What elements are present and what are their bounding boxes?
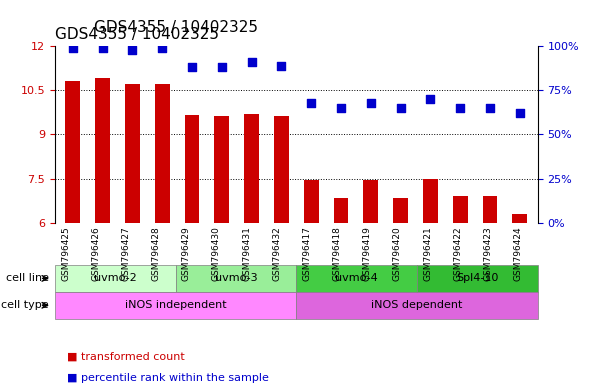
Point	[425, 96, 435, 102]
Point	[277, 63, 287, 69]
Text: uvmo-3: uvmo-3	[214, 273, 257, 283]
Point	[158, 45, 167, 51]
Text: ■ transformed count: ■ transformed count	[67, 352, 185, 362]
Bar	[334, 198, 348, 223]
Text: GSM796422: GSM796422	[453, 227, 463, 281]
Bar	[244, 114, 259, 223]
Text: GDS4355 / 10402325: GDS4355 / 10402325	[55, 27, 219, 42]
Text: GSM796429: GSM796429	[181, 227, 191, 281]
Bar	[95, 78, 110, 223]
Text: cell line: cell line	[6, 273, 49, 283]
Bar	[65, 81, 80, 223]
Text: iNOS dependent: iNOS dependent	[371, 300, 463, 310]
Point	[247, 59, 257, 65]
Bar	[125, 84, 140, 223]
Bar	[453, 196, 467, 223]
Text: GSM796425: GSM796425	[61, 227, 70, 281]
Point	[128, 46, 137, 53]
Point	[217, 64, 227, 70]
Point	[455, 105, 465, 111]
Text: GSM796420: GSM796420	[393, 227, 402, 281]
Text: GSM796431: GSM796431	[242, 227, 251, 281]
Point	[306, 99, 316, 106]
Bar	[155, 84, 170, 223]
Text: cell type: cell type	[1, 300, 49, 310]
Bar	[513, 214, 527, 223]
Text: GSM796423: GSM796423	[483, 227, 492, 281]
Text: GSM796419: GSM796419	[363, 227, 371, 281]
Bar	[304, 180, 319, 223]
Bar	[483, 196, 497, 223]
Point	[515, 110, 525, 116]
Text: uvmo-4: uvmo-4	[335, 273, 378, 283]
Text: GSM796426: GSM796426	[91, 227, 100, 281]
Point	[336, 105, 346, 111]
Bar	[423, 179, 438, 223]
Point	[187, 64, 197, 70]
Text: Spl4-10: Spl4-10	[456, 273, 499, 283]
Text: GDS4355 / 10402325: GDS4355 / 10402325	[93, 20, 258, 35]
Bar	[274, 116, 289, 223]
Point	[366, 99, 376, 106]
Text: ■ percentile rank within the sample: ■ percentile rank within the sample	[67, 373, 269, 383]
Bar	[185, 115, 200, 223]
Bar	[393, 198, 408, 223]
Text: GSM796418: GSM796418	[332, 227, 342, 281]
Point	[98, 45, 108, 51]
Point	[485, 105, 495, 111]
Text: GSM796427: GSM796427	[122, 227, 130, 281]
Text: GSM796428: GSM796428	[152, 227, 161, 281]
Bar	[364, 180, 378, 223]
Text: GSM796421: GSM796421	[423, 227, 432, 281]
Bar	[214, 116, 229, 223]
Point	[68, 45, 78, 51]
Text: GSM796432: GSM796432	[273, 227, 281, 281]
Text: uvmo-2: uvmo-2	[94, 273, 137, 283]
Text: iNOS independent: iNOS independent	[125, 300, 227, 310]
Text: GSM796430: GSM796430	[212, 227, 221, 281]
Text: GSM796424: GSM796424	[514, 227, 522, 281]
Text: GSM796417: GSM796417	[302, 227, 312, 281]
Point	[396, 105, 406, 111]
